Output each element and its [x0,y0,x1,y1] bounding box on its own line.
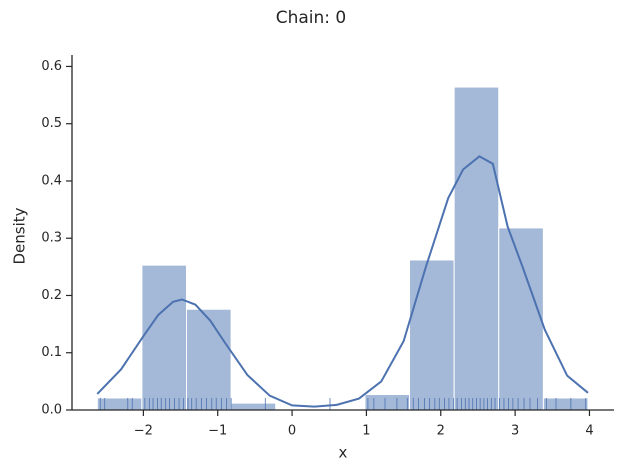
y-tick-label: 0.5 [41,116,62,131]
histogram-bar [498,227,544,411]
histogram-bar [542,397,589,411]
y-tick-label: 0.0 [41,403,62,418]
histogram-bar [409,259,455,411]
x-axis-label: x [339,444,348,462]
histogram-bar [141,264,187,411]
histogram-bar [453,86,500,411]
x-tick-label: 4 [585,424,593,439]
y-tick-label: 0.1 [41,345,62,360]
x-tick-label: 0 [288,424,296,439]
x-tick-label: 3 [511,424,519,439]
chart-title: Chain: 0 [276,8,347,28]
kde-line [96,155,589,408]
y-tick-label: 0.4 [41,173,62,188]
x-tick-label: 2 [437,424,445,439]
x-tick-label: 1 [362,424,370,439]
histogram-bar [96,397,143,411]
histogram-bar [364,394,411,411]
y-tick-label: 0.2 [41,288,62,303]
x-tick-label: −2 [134,424,153,439]
x-tick-label: −1 [208,424,227,439]
y-tick-label: 0.3 [41,231,62,246]
histogram-bar [230,402,277,411]
histogram-bar [185,308,232,411]
y-tick-label: 0.6 [41,59,62,74]
y-axis-label: Density [11,207,29,264]
